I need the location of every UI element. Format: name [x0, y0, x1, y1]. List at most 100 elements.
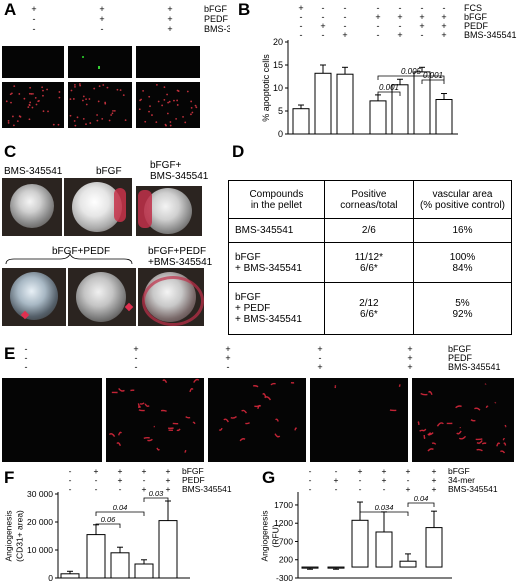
vessel-stroke: [502, 438, 506, 441]
nucleus-dot: [184, 121, 187, 124]
vessel-stroke: [455, 405, 462, 409]
condition-sign: +: [334, 475, 339, 485]
condition-label: FCS: [464, 3, 482, 13]
condition-sign: +: [406, 484, 411, 494]
nucleus-dot: [108, 119, 111, 122]
nucleus-dot: [175, 117, 178, 120]
nucleus-dot: [12, 124, 15, 127]
vessel-stroke: [417, 421, 420, 425]
condition-sign: +: [31, 4, 36, 14]
nucleus-dot: [7, 120, 10, 122]
vessel-stroke: [184, 450, 187, 453]
nucleus-dot: [149, 105, 151, 108]
nucleus-dot: [28, 118, 31, 121]
nucleus-dot: [191, 111, 194, 114]
nucleus-dot: [186, 90, 189, 93]
y-axis-label-line: (RFU): [271, 524, 281, 547]
nucleus-dot: [35, 103, 38, 106]
nucleus-dot: [101, 117, 104, 120]
p-value-label: 0.034: [375, 503, 394, 512]
bar: [351, 519, 369, 568]
vessel-stroke: [456, 430, 462, 435]
condition-sign: +: [407, 362, 412, 372]
vessel-stroke: [422, 428, 427, 432]
y-tick-label: 700: [279, 536, 293, 546]
condition-sign: -: [377, 3, 380, 13]
nucleus-dot: [10, 101, 12, 104]
nucleus-dot: [58, 96, 61, 99]
cornea-photo-bfgf-pedf-bms: [138, 268, 204, 326]
condition-sign: +: [441, 30, 446, 40]
condition-sign: -: [377, 30, 380, 40]
bar: [301, 566, 319, 569]
vessel-stroke: [274, 433, 281, 438]
nucleus-dot: [110, 114, 113, 116]
significance-bracket: [377, 75, 445, 80]
table-cell: bFGF + PEDF + BMS-345541: [228, 282, 325, 335]
vessel-stroke: [230, 415, 237, 419]
nucleus-dot: [96, 119, 99, 122]
cornea-photo-bfgf: [64, 178, 132, 236]
panel-label-b: B: [238, 0, 251, 19]
nucleus-dot: [16, 120, 19, 123]
nucleus-dot: [7, 122, 10, 124]
micrograph-a-top-2: [68, 46, 132, 78]
micrograph-a-top-1: [2, 46, 64, 78]
vessel-stroke: [294, 427, 298, 431]
condition-label: PEDF: [204, 14, 229, 24]
significance-bracket: [359, 511, 409, 516]
nucleus-dot: [163, 86, 166, 89]
nucleus-dot: [155, 84, 158, 86]
nucleus-dot: [106, 86, 109, 89]
nucleus-dot: [29, 101, 32, 104]
y-tick-label: 5: [278, 106, 283, 116]
nucleus-dot: [85, 103, 88, 106]
nucleus-dot: [47, 110, 49, 113]
nucleus-dot: [194, 104, 197, 107]
chart-f-angiogenesis-cd31: 0 10 000 20 000 30 000 Angiogenesis (CD31+ ar…: [4, 466, 232, 583]
panel-label-a: A: [4, 0, 17, 19]
nucleus-dot: [176, 99, 179, 102]
cornea-photo-bfgf-bms: [136, 186, 202, 236]
nucleus-dot: [102, 84, 105, 86]
vessel-stroke: [436, 422, 444, 427]
header-positive: Positive corneas/total: [323, 180, 414, 219]
panel-label-e: E: [4, 344, 16, 363]
vessel-stroke: [108, 433, 116, 438]
nucleus-dot: [42, 89, 44, 92]
vessel-stroke: [239, 438, 246, 442]
table-cell: 5% 92%: [412, 282, 513, 335]
nucleus-dot: [111, 112, 114, 115]
nucleus-dot: [157, 100, 160, 103]
condition-sign: +: [118, 475, 123, 485]
condition-sign: +: [317, 362, 322, 372]
nucleus-dot: [112, 109, 114, 112]
y-axis-label-line: % apoptotic cells: [261, 54, 271, 122]
condition-sign: +: [407, 353, 412, 363]
nucleus-dot: [29, 86, 32, 89]
significance-bracket: [95, 523, 121, 528]
y-axis-label: % apoptotic cells: [261, 54, 271, 122]
vessel-stroke: [241, 409, 248, 414]
condition-sign: -: [25, 344, 28, 354]
condition-label: 34-mer: [448, 475, 475, 485]
nucleus-dot: [167, 101, 170, 104]
condition-sign: -: [359, 484, 362, 494]
nucleus-dot: [122, 94, 125, 97]
micrograph-a-bottom-1: [2, 82, 64, 128]
y-tick-label: 10: [273, 83, 283, 93]
nucleus-dot: [12, 115, 14, 118]
condition-sign: -: [421, 30, 424, 40]
table-cell: 100% 84%: [412, 242, 513, 283]
condition-label: bFGF: [204, 4, 228, 14]
table-row: bFGF + BMS-345541 11/12* 6/6* 100% 84%: [228, 242, 513, 283]
nucleus-dot: [88, 98, 91, 100]
p-value-label: 0.04: [113, 503, 128, 512]
panel-a-condition-legend: +++bFGF-++PEDF--+BMS-345541: [31, 4, 230, 34]
table-cell: 2/6: [323, 218, 414, 243]
nucleus-dot: [139, 99, 142, 102]
condition-sign: -: [335, 484, 338, 494]
y-axis-label-line: (CD31+ area): [15, 510, 25, 562]
nucleus-dot: [148, 95, 151, 98]
